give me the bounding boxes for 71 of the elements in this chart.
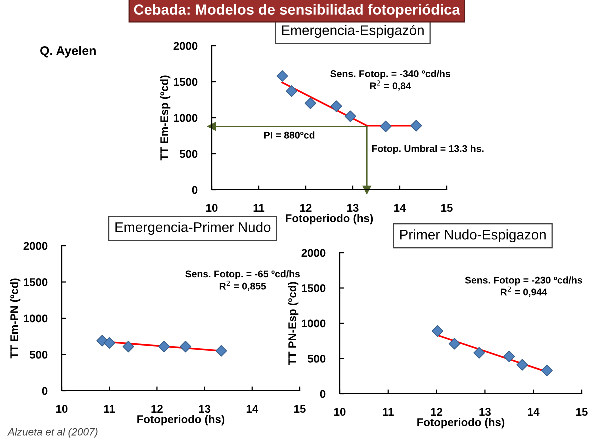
x-axis-title: Fotoperiodo (hs): [418, 418, 505, 429]
y-tick-label: 1500: [302, 284, 326, 292]
y-tick-label: 1500: [174, 78, 198, 86]
x-tick-label: 11: [383, 408, 394, 416]
annotation: Sens. Fotop = -230 ºcd/hs: [465, 276, 582, 286]
y-tick-label: 2000: [24, 242, 48, 250]
y-tick-label: 1000: [302, 320, 326, 328]
y-tick-label: 500: [180, 150, 198, 158]
x-tick-label: 15: [576, 408, 588, 416]
annotation: R$^{2}$ = 0,944: [500, 286, 548, 298]
y-tick-label: 1500: [24, 278, 48, 286]
x-tick-label: 14: [246, 405, 259, 413]
chart-title: Emergencia-Espigazón: [282, 25, 424, 38]
x-tick-label: 12: [152, 405, 163, 413]
point: [122, 340, 134, 353]
text: Alzueta et al (2007): [7, 428, 98, 438]
x-tick-label: 10: [334, 408, 346, 416]
chart-title: Emergencia-Primer Nudo: [116, 222, 271, 236]
point: [104, 337, 116, 349]
x-tick-label: 11: [254, 204, 265, 212]
ref-line-label: PI = 880ºcd: [264, 132, 315, 139]
y-tick-label: 500: [30, 351, 48, 359]
y-tick-label: 0: [192, 186, 198, 194]
y-axis-title: TT Em-Esp (ºcd): [160, 76, 171, 161]
point: [158, 340, 170, 353]
x-tick-label: 13: [199, 405, 211, 414]
chart-title: Primer Nudo-Espigazon: [400, 230, 546, 243]
point: [516, 359, 528, 371]
point: [380, 120, 392, 132]
annotation: R$^{2}$ = 0,84: [370, 80, 412, 91]
y-axis-title: TT Em-PN (ºcd): [10, 278, 21, 359]
point: [276, 70, 288, 82]
y-tick-label: 0: [42, 387, 48, 396]
point: [410, 120, 422, 132]
annotation: Sens. Fotop. = -65 ºcd/hs: [186, 270, 300, 280]
annotation: Sens. Fotop. = -340 ºcd/hs: [330, 70, 450, 80]
x-tick-label: 12: [431, 408, 443, 416]
point: [216, 345, 228, 357]
point: [448, 338, 461, 350]
y-tick-label: 1000: [24, 314, 48, 323]
y-axis-title: TT PN-Esp (ºcd): [288, 282, 299, 366]
point: [330, 100, 342, 112]
x-tick-label: 10: [206, 204, 218, 212]
point: [474, 347, 486, 359]
x-axis-title: Fotoperiodo (hs): [286, 214, 374, 225]
ref-line-label: Fotop. Umbral = 13.3 hs.: [372, 145, 484, 154]
annotation: R$^{2}$ = 0,855: [220, 280, 266, 292]
y-tick-label: 500: [308, 355, 326, 363]
x-tick-label: 14: [394, 204, 406, 212]
y-tick-label: 0: [320, 390, 326, 398]
x-tick-label: 11: [104, 405, 116, 413]
point: [432, 325, 444, 338]
x-tick-label: 12: [300, 204, 312, 212]
x-tick-label: 13: [480, 408, 491, 416]
text: Cebada: Modelos de sensibilidad fotoperiódica: [134, 4, 460, 18]
y-tick-label: 2000: [302, 249, 326, 258]
text: Q. Ayelen: [40, 46, 96, 58]
y-tick-label: 2000: [174, 42, 198, 50]
x-tick-label: 10: [56, 405, 68, 414]
point: [504, 350, 516, 362]
point: [304, 98, 316, 110]
point: [180, 340, 192, 353]
point: [344, 110, 356, 122]
point: [541, 364, 553, 377]
x-tick-label: 14: [528, 408, 540, 416]
y-tick-label: 1000: [174, 114, 198, 122]
x-tick-label: 15: [294, 405, 306, 414]
point: [286, 86, 298, 98]
x-tick-label: 13: [348, 204, 359, 212]
x-axis-title: Fotoperiodo (hs): [138, 415, 225, 426]
x-tick-label: 15: [442, 204, 453, 212]
